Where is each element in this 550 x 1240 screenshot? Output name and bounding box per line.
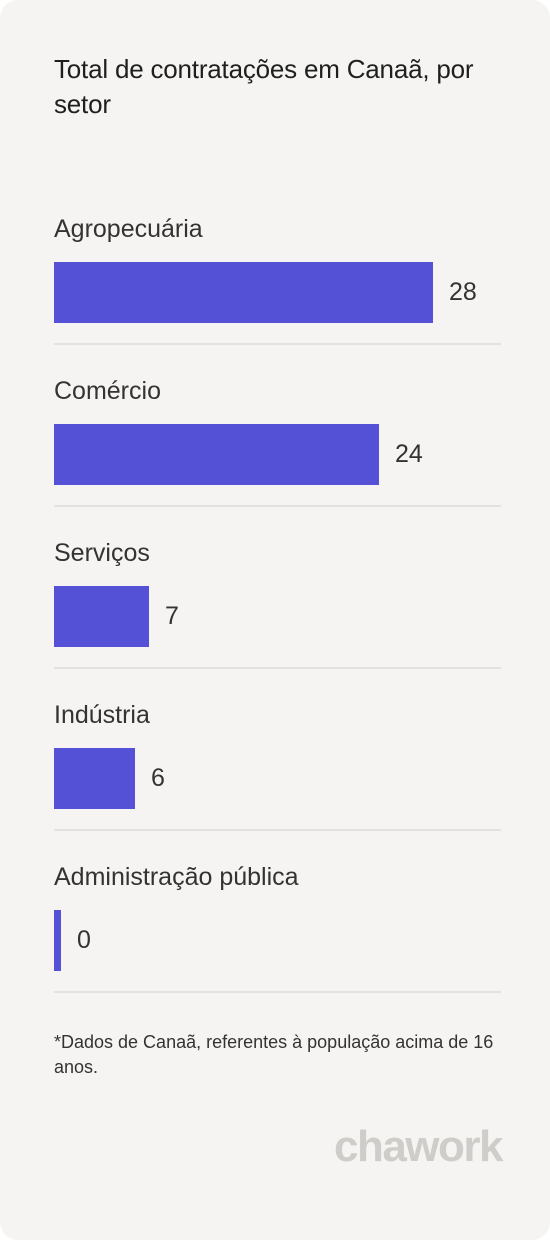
category-label: Administração pública: [54, 863, 299, 891]
bar: [54, 910, 61, 971]
bar-row: Administração pública 0: [54, 862, 501, 1024]
row-divider: [54, 505, 501, 507]
bar-row: Serviços 7: [54, 538, 501, 700]
bar: [54, 262, 433, 323]
chart-title: Total de contratações em Canaã, por seto…: [54, 54, 474, 119]
bar-row: Comércio 24: [54, 376, 501, 538]
row-divider: [54, 667, 501, 669]
bar-row: Agropecuária 28: [54, 214, 501, 376]
footnote: *Dados de Canaã, referentes à população …: [54, 1032, 494, 1077]
value-label: 0: [77, 926, 91, 954]
value-label: 24: [395, 440, 423, 468]
row-divider: [54, 991, 501, 993]
category-label: Indústria: [54, 701, 150, 729]
category-label: Comércio: [54, 377, 161, 405]
bar: [54, 424, 379, 485]
row-divider: [54, 343, 501, 345]
bar: [54, 586, 149, 647]
chawork-logo: chawork: [333, 1122, 504, 1171]
category-label: Agropecuária: [54, 215, 203, 243]
value-label: 6: [151, 764, 165, 792]
value-label: 7: [165, 602, 179, 630]
category-label: Serviços: [54, 539, 150, 567]
row-divider: [54, 829, 501, 831]
value-label: 28: [449, 278, 477, 306]
bar: [54, 748, 135, 809]
bar-row: Indústria 6: [54, 700, 501, 862]
